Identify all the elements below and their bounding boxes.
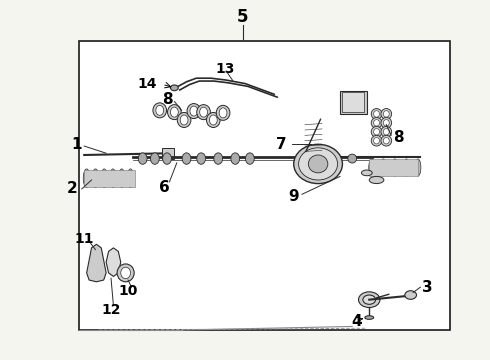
Ellipse shape [153,103,167,118]
Bar [79,41,450,330]
Text: 12: 12 [101,303,121,318]
Text: 4: 4 [352,314,363,329]
Polygon shape [87,244,106,282]
Ellipse shape [383,129,389,135]
Ellipse shape [381,135,392,146]
Ellipse shape [216,105,230,120]
Ellipse shape [150,153,159,164]
Circle shape [359,292,380,307]
Ellipse shape [369,159,374,176]
Ellipse shape [197,105,210,120]
Ellipse shape [381,109,392,119]
Ellipse shape [231,153,240,164]
Ellipse shape [177,112,191,127]
Ellipse shape [380,159,386,176]
Circle shape [405,291,416,299]
Text: 14: 14 [138,77,157,91]
Ellipse shape [156,105,164,115]
Ellipse shape [245,153,254,164]
Ellipse shape [187,104,201,118]
Ellipse shape [383,111,389,117]
Ellipse shape [209,115,217,125]
Ellipse shape [374,138,379,144]
Ellipse shape [381,126,392,137]
Ellipse shape [294,144,343,184]
Text: 1: 1 [72,137,82,152]
Circle shape [363,295,375,304]
Ellipse shape [110,169,116,188]
Ellipse shape [117,264,134,282]
Ellipse shape [371,135,382,146]
Text: 5: 5 [237,9,248,27]
FancyBboxPatch shape [343,93,365,112]
Text: 3: 3 [422,280,433,295]
Ellipse shape [374,120,379,126]
Ellipse shape [374,129,379,135]
Ellipse shape [118,169,125,188]
Ellipse shape [308,155,328,173]
Ellipse shape [163,153,172,164]
Text: 11: 11 [74,232,94,246]
Text: 7: 7 [276,137,287,152]
Polygon shape [106,248,121,276]
Ellipse shape [83,169,90,188]
Ellipse shape [168,105,181,120]
Text: 13: 13 [216,62,235,76]
Ellipse shape [371,109,382,119]
Ellipse shape [206,112,220,127]
Ellipse shape [92,169,99,188]
Ellipse shape [383,120,389,126]
FancyBboxPatch shape [162,148,174,159]
Ellipse shape [374,111,379,117]
Circle shape [171,85,178,91]
Ellipse shape [383,138,389,144]
Ellipse shape [392,159,398,176]
Ellipse shape [214,153,222,164]
Ellipse shape [348,154,357,163]
Ellipse shape [403,159,409,176]
Ellipse shape [219,108,227,118]
Ellipse shape [371,126,382,137]
Ellipse shape [371,117,382,128]
Ellipse shape [197,153,205,164]
Text: 8: 8 [393,130,404,145]
FancyBboxPatch shape [84,170,135,187]
Ellipse shape [415,159,421,176]
Text: 10: 10 [119,284,138,298]
Ellipse shape [127,169,134,188]
Ellipse shape [365,316,374,319]
Ellipse shape [180,115,188,125]
Ellipse shape [171,107,178,117]
Text: 8: 8 [162,92,172,107]
Ellipse shape [121,267,130,279]
FancyBboxPatch shape [369,159,418,176]
Text: 2: 2 [67,181,77,197]
Ellipse shape [369,176,384,184]
Text: 6: 6 [159,180,170,195]
Text: 9: 9 [289,189,299,203]
Ellipse shape [362,170,372,176]
Ellipse shape [298,148,338,180]
Ellipse shape [200,107,207,117]
Ellipse shape [138,153,147,164]
Ellipse shape [101,169,108,188]
Ellipse shape [182,153,191,164]
Ellipse shape [381,117,392,128]
Ellipse shape [190,106,198,116]
FancyBboxPatch shape [340,91,367,114]
